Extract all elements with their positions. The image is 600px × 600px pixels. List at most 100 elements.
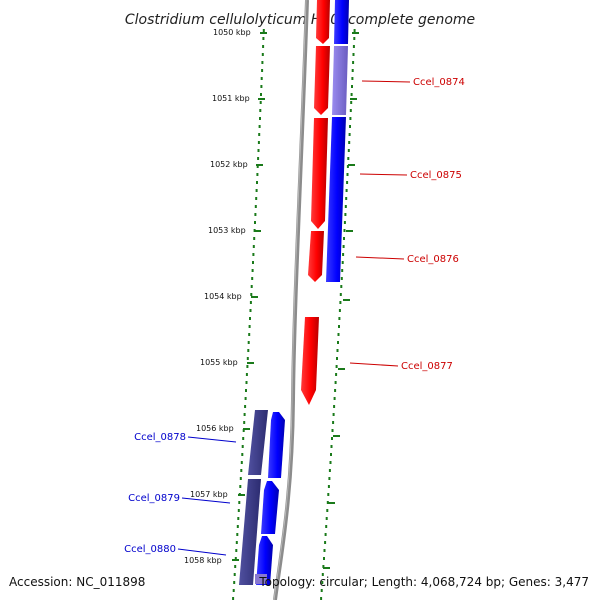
scale-ring-dot	[328, 469, 331, 472]
label-leader-line	[187, 436, 237, 443]
scale-ring-dot	[326, 501, 329, 504]
scale-ring-dot	[342, 245, 345, 248]
gene-arrow-reverse-faded[interactable]	[332, 46, 348, 115]
scale-ring-dot	[258, 133, 261, 136]
scale-ring-dot	[337, 333, 340, 336]
scale-ring-dot	[261, 53, 264, 56]
scale-ring-dot	[348, 133, 351, 136]
scale-tick-label: 1050 kbp	[213, 28, 251, 37]
scale-ring-dot	[346, 173, 349, 176]
gene-arrow-forward[interactable]	[308, 231, 324, 282]
scale-ring-dot	[330, 445, 333, 448]
scale-ring-dot	[320, 597, 323, 600]
scale-ring-dot	[256, 173, 259, 176]
scale-tick-label: 1052 kbp	[210, 160, 248, 169]
forward-gene-labels: Ccel_0874 Ccel_0875 Ccel_0876 Ccel_0877	[349, 77, 465, 372]
scale-ring-dot	[340, 277, 343, 280]
scale-ring-dot	[232, 589, 235, 592]
scale-tick-label: 1058 kbp	[184, 556, 222, 565]
scale-ring-dot	[351, 77, 354, 80]
scale-ring-dot	[257, 149, 260, 152]
gene-arrow-forward[interactable]	[301, 317, 319, 405]
scale-ring-dot	[331, 437, 333, 440]
scale-ring-dot	[352, 45, 355, 48]
scale-ring-dot	[340, 285, 343, 288]
gene-label-ccel-0877[interactable]: Ccel_0877	[401, 361, 453, 372]
scale-ring-dot	[336, 357, 338, 360]
scale-ring-dot	[241, 445, 244, 448]
gene-arrow-forward[interactable]	[311, 118, 328, 229]
scale-ring-dot	[259, 101, 262, 104]
scale-ring-dot	[236, 533, 239, 536]
scale-ring-dot	[262, 29, 265, 32]
scale-ring-dot	[257, 157, 260, 160]
label-leader-line	[361, 80, 411, 83]
scale-ring-dot	[343, 237, 345, 240]
scale-ring-dot	[254, 213, 257, 216]
gene-arrow-reverse-dark[interactable]	[248, 410, 268, 475]
scale-ring-dot	[349, 117, 352, 120]
gene-arrow-reverse[interactable]	[256, 536, 273, 585]
scale-ring-dot	[322, 565, 325, 568]
scale-ring-dot	[330, 453, 332, 456]
scale-ring-dot	[349, 109, 352, 112]
scale-ring-dot	[261, 61, 264, 64]
scale-ring-dot	[255, 189, 258, 192]
scale-ring-dot	[247, 341, 250, 344]
scale-ring-dot	[321, 581, 324, 584]
label-leader-line	[349, 362, 399, 367]
scale-ring-dot	[240, 461, 243, 464]
scale-ring-dot	[242, 429, 245, 432]
gene-label-ccel-0876[interactable]: Ccel_0876	[407, 254, 459, 265]
scale-ring-dot	[327, 493, 330, 496]
scale-ring-dot	[252, 253, 255, 256]
scale-ring-dot	[344, 213, 347, 216]
scale-ring-dot	[329, 461, 332, 464]
scale-tick-label: 1054 kbp	[204, 292, 242, 301]
scale-ring-dot	[346, 181, 349, 184]
scale-ring-dot	[337, 341, 339, 344]
gene-arrow-forward[interactable]	[316, 0, 330, 44]
scale-ring-dot	[248, 325, 251, 328]
scale-ring-dot	[327, 485, 330, 488]
gene-fragment[interactable]	[255, 574, 267, 584]
scale-ring-dot	[257, 141, 260, 144]
label-leader-line	[359, 173, 408, 176]
gene-label-ccel-0874[interactable]: Ccel_0874	[413, 77, 465, 88]
scale-ring-dot	[250, 285, 253, 288]
scale-tick-label: 1053 kbp	[208, 226, 246, 235]
scale-ring-dot	[250, 293, 253, 296]
gene-label-ccel-0875[interactable]: Ccel_0875	[410, 170, 462, 181]
scale-ring-dot	[255, 197, 258, 200]
scale-ring-dot	[236, 525, 239, 528]
scale-ring-dot	[325, 517, 328, 520]
scale-ring-dot	[237, 517, 240, 520]
scale-ring-dot	[244, 397, 247, 400]
scale-ring-dot	[244, 405, 247, 408]
gene-arrow-reverse[interactable]	[334, 0, 349, 44]
scale-ring-dot	[353, 37, 356, 40]
gene-arrow-reverse[interactable]	[261, 481, 279, 534]
gene-label-ccel-0880[interactable]: Ccel_0880	[124, 544, 176, 555]
scale-ring-dot	[344, 205, 347, 208]
scale-ring-dot	[346, 165, 349, 168]
gene-arrow-reverse[interactable]	[326, 117, 346, 282]
gene-arrow-forward[interactable]	[314, 46, 330, 115]
scale-ring-dot	[233, 573, 236, 576]
scale-ring-dot	[325, 525, 328, 528]
scale-ring-dot	[245, 373, 248, 376]
scale-ring-dot	[320, 589, 323, 592]
gene-label-ccel-0878[interactable]: Ccel_0878	[134, 432, 186, 443]
scale-ring-dot	[341, 261, 344, 264]
scale-ring-dot	[345, 189, 348, 192]
label-leader-line	[177, 548, 227, 556]
scale-ring-dot	[323, 557, 325, 560]
label-leader-line	[355, 256, 405, 260]
scale-ring-dot	[334, 389, 337, 392]
scale-ring-dot	[235, 549, 238, 552]
gene-label-ccel-0879[interactable]: Ccel_0879	[128, 493, 180, 504]
scale-ring-dot	[328, 477, 331, 480]
scale-ring-dot	[333, 405, 336, 408]
gene-arrow-reverse[interactable]	[268, 412, 285, 478]
gene-arrow-reverse-dark[interactable]	[239, 479, 261, 585]
